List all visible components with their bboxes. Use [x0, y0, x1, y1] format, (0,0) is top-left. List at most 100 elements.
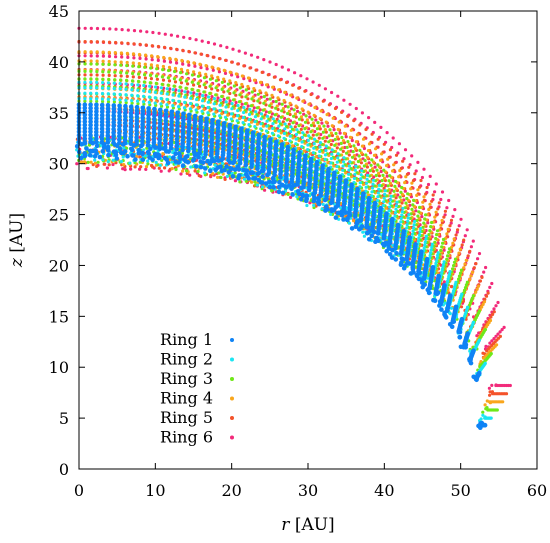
scatter-point — [440, 270, 444, 274]
scatter-point — [330, 133, 334, 138]
scatter-point — [319, 109, 323, 113]
scatter-point — [376, 171, 381, 175]
scatter-point — [210, 74, 214, 78]
scatter-point — [396, 193, 400, 197]
scatter-point — [423, 243, 427, 247]
scatter-point — [341, 168, 345, 172]
scatter-point — [471, 239, 475, 243]
scatter-point — [386, 184, 390, 188]
scatter-point — [300, 118, 304, 122]
scatter-point — [267, 126, 271, 130]
scatter-point — [89, 50, 93, 54]
scatter-point — [286, 111, 290, 116]
scatter-point — [132, 56, 136, 60]
scatter-point — [449, 324, 455, 330]
scatter-point — [305, 77, 309, 81]
scatter-point — [274, 106, 278, 110]
scatter-point — [131, 75, 135, 79]
scatter-point — [166, 76, 170, 80]
scatter-point — [452, 260, 457, 264]
scatter-point — [204, 93, 208, 97]
scatter-point — [148, 90, 152, 94]
scatter-point — [470, 270, 474, 275]
scatter-point — [469, 245, 473, 249]
scatter-point — [474, 262, 478, 266]
scatter-point — [295, 96, 299, 100]
scatter-point — [400, 213, 404, 217]
scatter-point — [415, 193, 419, 197]
scatter-point — [338, 131, 342, 135]
scatter-point — [242, 105, 246, 110]
scatter-point — [83, 86, 87, 90]
scatter-point — [204, 64, 208, 68]
scatter-point — [377, 187, 381, 191]
scatter-point — [280, 65, 284, 69]
scatter-point — [237, 173, 242, 178]
scatter-point — [130, 101, 134, 105]
scatter-point — [382, 186, 386, 190]
scatter-point — [193, 164, 199, 169]
scatter-point — [423, 231, 427, 235]
scatter-point — [125, 146, 129, 150]
scatter-point — [394, 179, 398, 184]
scatter-point — [226, 82, 230, 86]
scatter-point — [336, 152, 340, 156]
scatter-point — [429, 251, 433, 255]
scatter-point — [75, 162, 79, 166]
scatter-point — [399, 216, 403, 221]
scatter-point — [86, 166, 90, 171]
scatter-point — [441, 262, 446, 266]
scatter-point — [216, 96, 220, 100]
scatter-point — [89, 73, 93, 77]
scatter-point — [271, 126, 275, 131]
series-ring-1 — [74, 102, 488, 431]
scatter-point — [118, 92, 122, 96]
scatter-point — [136, 94, 140, 98]
scatter-point — [489, 416, 493, 420]
scatter-point — [223, 177, 227, 181]
scatter-point — [383, 240, 389, 246]
scatter-point — [272, 75, 276, 79]
scatter-point — [202, 83, 206, 87]
scatter-point — [124, 101, 128, 105]
scatter-point — [159, 102, 163, 106]
scatter-point — [360, 169, 364, 173]
scatter-point — [95, 91, 99, 95]
scatter-point — [411, 229, 415, 233]
scatter-point — [402, 263, 408, 268]
scatter-point — [481, 413, 485, 417]
scatter-point — [393, 211, 398, 215]
scatter-point — [411, 203, 415, 207]
scatter-point — [496, 300, 500, 305]
scatter-point — [466, 254, 470, 258]
scatter-point — [315, 96, 319, 100]
scatter-point — [271, 185, 276, 190]
scatter-point — [405, 196, 409, 201]
scatter-point — [230, 174, 236, 179]
scatter-point — [217, 70, 221, 74]
scatter-point — [343, 124, 347, 128]
scatter-point — [244, 95, 248, 99]
scatter-point — [95, 54, 99, 58]
scatter-point — [422, 195, 426, 199]
scatter-point — [361, 137, 366, 141]
scatter-point — [181, 62, 185, 66]
scatter-point — [101, 158, 105, 162]
scatter-point — [317, 124, 321, 128]
scatter-point — [329, 142, 333, 147]
scatter-point — [143, 62, 147, 66]
scatter-point — [226, 96, 230, 100]
scatter-point — [160, 82, 164, 86]
scatter-point — [133, 165, 137, 169]
scatter-point — [235, 119, 239, 123]
scatter-point — [462, 288, 467, 292]
scatter-point — [462, 266, 466, 270]
scatter-point — [174, 143, 180, 149]
scatter-point — [118, 87, 122, 91]
scatter-point — [442, 260, 446, 264]
scatter-point — [477, 338, 481, 342]
scatter-point — [349, 226, 355, 231]
scatter-point — [220, 112, 224, 116]
scatter-point — [342, 160, 346, 164]
scatter-point — [324, 120, 328, 124]
